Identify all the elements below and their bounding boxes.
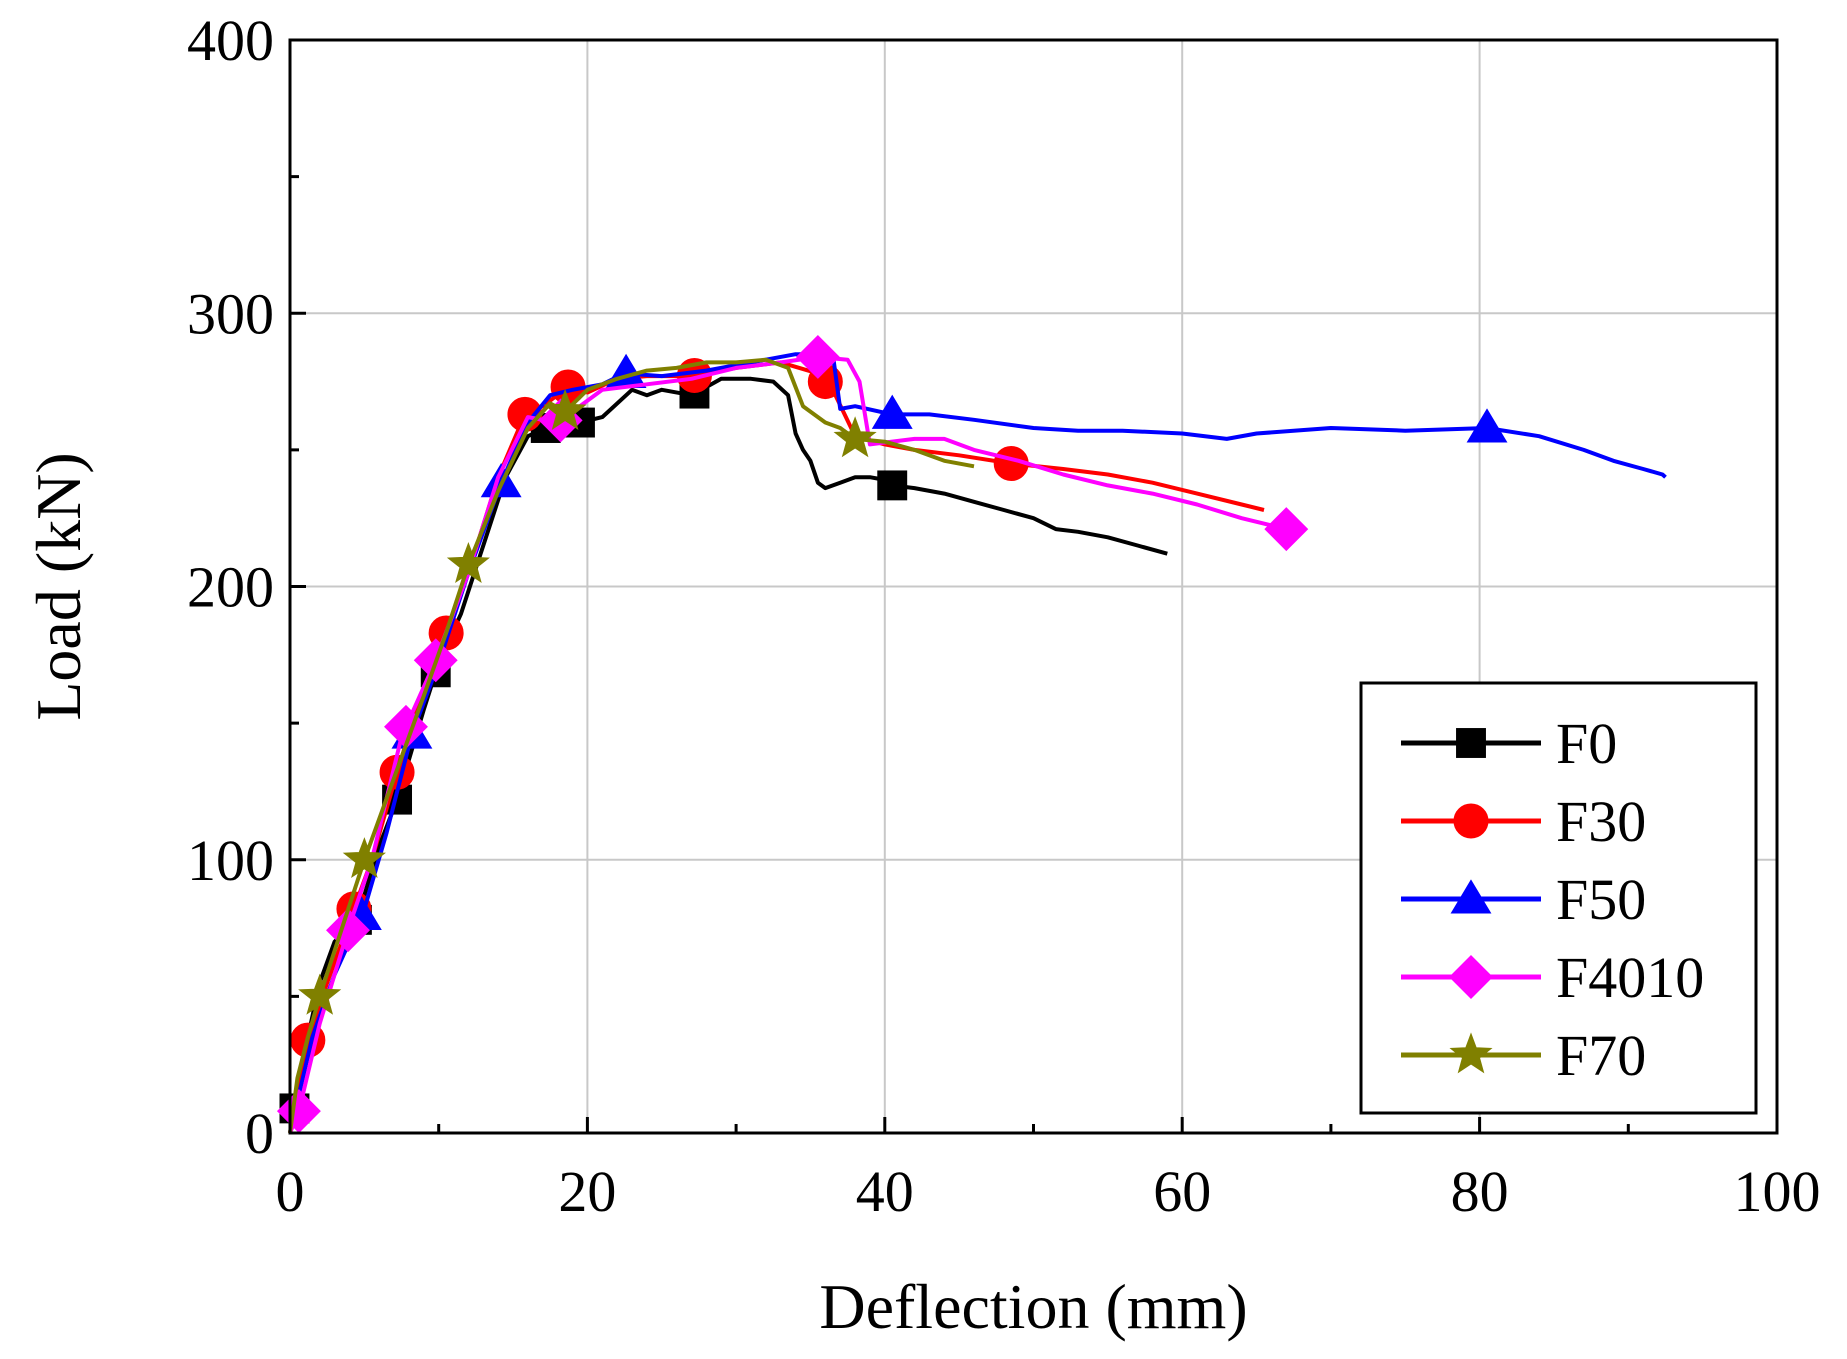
x-tick-label: 0 (276, 1159, 305, 1224)
series-f4010 (276, 335, 1309, 1134)
y-tick-label: 200 (187, 555, 274, 620)
axis-ticks: 0 20 40 60 80 100 0 100 200 300 400 (187, 8, 1821, 1224)
legend-item-f50: F50 (1401, 867, 1646, 932)
x-tick-label: 100 (1734, 1159, 1821, 1224)
y-tick-label: 100 (187, 828, 274, 893)
legend-item-f0: F0 (1401, 711, 1617, 776)
series-f0 (279, 376, 1168, 1134)
marker-f4010 (1264, 507, 1309, 552)
marker-f4010 (795, 335, 840, 379)
marker-f50 (871, 394, 913, 429)
legend-marker-f70 (1449, 1032, 1493, 1074)
legend-item-f70: F70 (1401, 1023, 1646, 1088)
legend-marker-f50 (1450, 879, 1492, 914)
marker-f70 (543, 388, 587, 430)
y-tick-label: 300 (187, 281, 274, 346)
series-line-f4010 (288, 355, 1287, 1134)
legend-label-f70: F70 (1556, 1023, 1646, 1088)
legend-label-f4010: F4010 (1556, 945, 1704, 1010)
y-tick-label: 400 (187, 8, 274, 73)
marker-f0 (877, 470, 908, 501)
legend-label-f0: F0 (1556, 711, 1617, 776)
x-tick-label: 40 (856, 1159, 914, 1224)
marker-f70 (298, 973, 342, 1015)
y-tick-label: 0 (245, 1101, 274, 1166)
series-line-f50 (288, 352, 1667, 1134)
legend-item-f30: F30 (1401, 789, 1646, 854)
y-axis-title: Load (kN) (23, 452, 94, 720)
grid-lines (290, 40, 1777, 1133)
legend-item-f4010: F4010 (1401, 945, 1704, 1010)
series-f30 (288, 358, 1265, 1134)
marker-f50 (1466, 408, 1508, 443)
marker-f70 (342, 837, 386, 879)
legend-label-f50: F50 (1556, 867, 1646, 932)
series-line-f30 (288, 360, 1265, 1134)
legend-marker-f0 (1456, 728, 1486, 758)
legend-label-f30: F30 (1556, 789, 1646, 854)
x-tick-label: 60 (1153, 1159, 1211, 1224)
legend: F0 F30 F50 F4010 F70 (1359, 681, 1758, 1115)
legend-marker-f4010 (1449, 955, 1493, 999)
x-tick-label: 80 (1451, 1159, 1509, 1224)
series-f70 (288, 357, 975, 1134)
x-axis-title: Deflection (mm) (819, 1271, 1247, 1342)
series-group (276, 335, 1667, 1134)
x-tick-label: 20 (558, 1159, 616, 1224)
marker-f70 (446, 541, 490, 583)
series-line-f0 (288, 376, 1168, 1134)
marker-f70 (833, 416, 877, 458)
legend-marker-f30 (1453, 803, 1489, 839)
